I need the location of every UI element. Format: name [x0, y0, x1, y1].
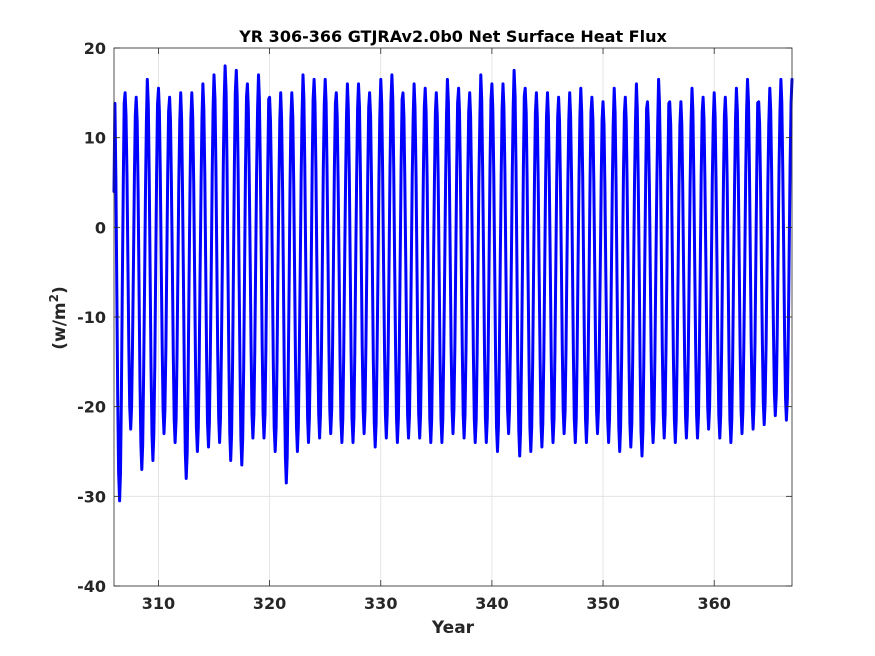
y-tick-label: -20 [77, 398, 106, 417]
x-tick-label: 350 [586, 594, 619, 613]
y-tick-label: 0 [95, 218, 106, 237]
y-axis-label-superscript: 2 [47, 294, 61, 302]
y-tick-label: -40 [77, 577, 106, 596]
y-tick-label: 20 [84, 39, 106, 58]
x-tick-label: 320 [253, 594, 286, 613]
x-axis-label: Year [431, 618, 475, 638]
tick-labels: 310 320 330 340 350 360 -40 -30 -20 -10 0 10 20 [77, 39, 731, 613]
y-tick-label: -30 [77, 487, 106, 506]
x-tick-label: 360 [697, 594, 730, 613]
series-line [112, 64, 794, 503]
y-axis-label-main: (w/m [50, 302, 70, 349]
y-axis-label-close: ) [50, 286, 70, 294]
x-tick-label: 340 [475, 594, 508, 613]
y-tick-label: 10 [84, 129, 106, 148]
x-tick-label: 330 [364, 594, 397, 613]
y-tick-label: -10 [77, 308, 106, 327]
x-tick-label: 310 [142, 594, 175, 613]
ticks [114, 47, 792, 587]
y-axis-label: (w/m2) [47, 286, 70, 350]
chart-title: YR 306-366 GTJRAv2.0b0 Net Surface Heat … [238, 27, 667, 46]
series-layer [112, 64, 794, 503]
